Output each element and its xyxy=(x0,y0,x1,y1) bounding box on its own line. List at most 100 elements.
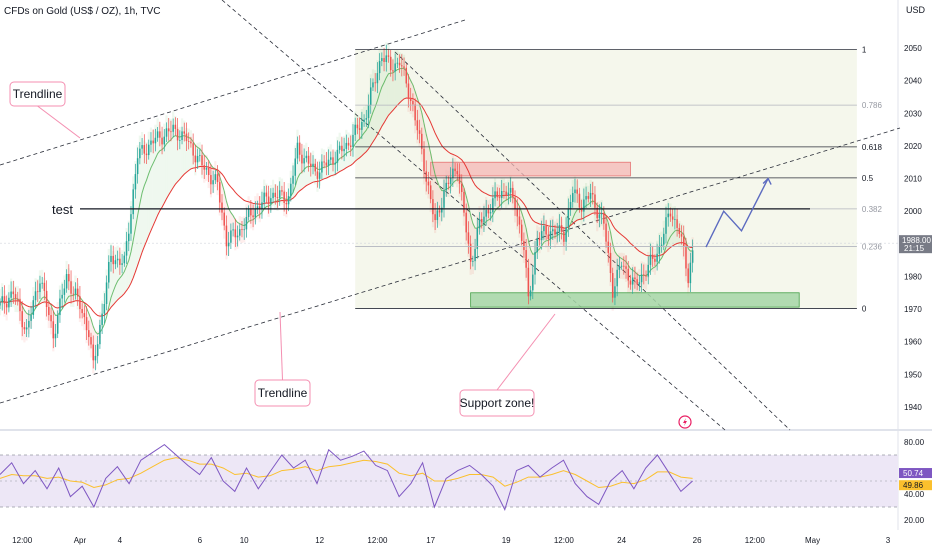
candle[interactable] xyxy=(567,198,570,237)
candle[interactable] xyxy=(658,234,661,264)
candle[interactable] xyxy=(549,220,552,249)
candle[interactable] xyxy=(598,204,601,228)
candle[interactable] xyxy=(219,170,221,213)
candle[interactable] xyxy=(534,241,536,285)
candle[interactable] xyxy=(445,175,447,197)
candle[interactable] xyxy=(39,275,41,300)
candle[interactable] xyxy=(61,283,63,309)
trendline-callout-upper[interactable]: Trendline xyxy=(9,81,81,139)
candle[interactable] xyxy=(634,266,636,289)
candle[interactable] xyxy=(112,245,114,274)
projection-path[interactable] xyxy=(705,178,769,248)
candle[interactable] xyxy=(378,53,381,81)
candle[interactable] xyxy=(438,205,441,217)
candle[interactable] xyxy=(465,203,467,241)
candle[interactable] xyxy=(65,269,68,293)
candle[interactable] xyxy=(640,263,643,293)
candle[interactable] xyxy=(247,205,250,221)
candle[interactable] xyxy=(234,218,237,247)
candle[interactable] xyxy=(483,205,485,233)
candle[interactable] xyxy=(258,196,261,219)
candle[interactable] xyxy=(363,114,365,127)
candle[interactable] xyxy=(367,94,370,129)
candle[interactable] xyxy=(361,111,363,140)
candle[interactable] xyxy=(316,161,319,188)
candle[interactable] xyxy=(376,62,379,94)
candle[interactable] xyxy=(114,254,117,270)
resistance-zone-box[interactable] xyxy=(430,161,631,177)
candle[interactable] xyxy=(314,158,316,176)
candle[interactable] xyxy=(147,139,150,160)
candle[interactable] xyxy=(25,319,28,337)
candle[interactable] xyxy=(301,143,303,174)
candle[interactable] xyxy=(332,149,334,172)
candle[interactable] xyxy=(518,206,521,234)
candle[interactable] xyxy=(307,146,310,172)
candle[interactable] xyxy=(636,272,638,291)
candle[interactable] xyxy=(381,52,383,67)
candle[interactable] xyxy=(456,163,459,182)
candle[interactable] xyxy=(514,190,516,216)
candle[interactable] xyxy=(627,260,630,288)
candle[interactable] xyxy=(183,122,186,142)
candle[interactable] xyxy=(423,141,425,179)
candle[interactable] xyxy=(478,212,481,235)
candle[interactable] xyxy=(603,206,605,230)
candle[interactable] xyxy=(387,48,390,63)
trendline-callout-lower[interactable]: Trendline xyxy=(254,311,311,407)
candle[interactable] xyxy=(227,231,230,257)
candle[interactable] xyxy=(447,176,450,190)
candle[interactable] xyxy=(312,155,314,175)
candle[interactable] xyxy=(449,167,452,194)
candle[interactable] xyxy=(136,147,139,184)
candle[interactable] xyxy=(354,117,356,142)
candle[interactable] xyxy=(103,293,106,324)
candle[interactable] xyxy=(563,226,565,247)
candle[interactable] xyxy=(68,264,70,291)
candle[interactable] xyxy=(88,320,90,346)
candle[interactable] xyxy=(520,219,523,246)
candle[interactable] xyxy=(523,232,525,258)
candle[interactable] xyxy=(8,292,10,313)
candle[interactable] xyxy=(150,132,152,153)
candle[interactable] xyxy=(292,165,294,194)
candle[interactable] xyxy=(498,187,501,207)
candle[interactable] xyxy=(334,151,336,175)
candle[interactable] xyxy=(527,258,530,305)
candle[interactable] xyxy=(596,202,598,223)
candle[interactable] xyxy=(54,323,57,348)
candle[interactable] xyxy=(203,154,205,179)
candle[interactable] xyxy=(458,163,461,194)
candle[interactable] xyxy=(609,242,612,283)
candle[interactable] xyxy=(250,199,252,224)
candle[interactable] xyxy=(83,305,86,325)
candle[interactable] xyxy=(134,163,137,199)
candle[interactable] xyxy=(358,117,361,140)
candle[interactable] xyxy=(298,135,301,162)
candle[interactable] xyxy=(48,300,50,321)
candle[interactable] xyxy=(128,222,130,252)
candle[interactable] xyxy=(374,73,376,92)
candle[interactable] xyxy=(170,120,172,142)
candle[interactable] xyxy=(427,171,430,195)
candle[interactable] xyxy=(318,161,321,189)
candle[interactable] xyxy=(467,221,470,254)
candle[interactable] xyxy=(350,135,352,157)
candle[interactable] xyxy=(303,148,305,173)
candle[interactable] xyxy=(565,217,567,251)
candle[interactable] xyxy=(281,185,283,196)
candle[interactable] xyxy=(294,147,297,186)
candle[interactable] xyxy=(99,319,101,349)
candle[interactable] xyxy=(576,179,578,203)
candle[interactable] xyxy=(587,191,590,203)
candle[interactable] xyxy=(620,261,623,270)
candle[interactable] xyxy=(96,335,99,364)
candle[interactable] xyxy=(441,197,443,222)
candle[interactable] xyxy=(509,177,512,203)
candle[interactable] xyxy=(407,73,410,108)
candle[interactable] xyxy=(405,63,408,88)
candle[interactable] xyxy=(50,307,52,328)
candle[interactable] xyxy=(3,285,6,314)
candle[interactable] xyxy=(176,118,179,151)
support-zone-callout[interactable]: Support zone! xyxy=(459,313,556,417)
